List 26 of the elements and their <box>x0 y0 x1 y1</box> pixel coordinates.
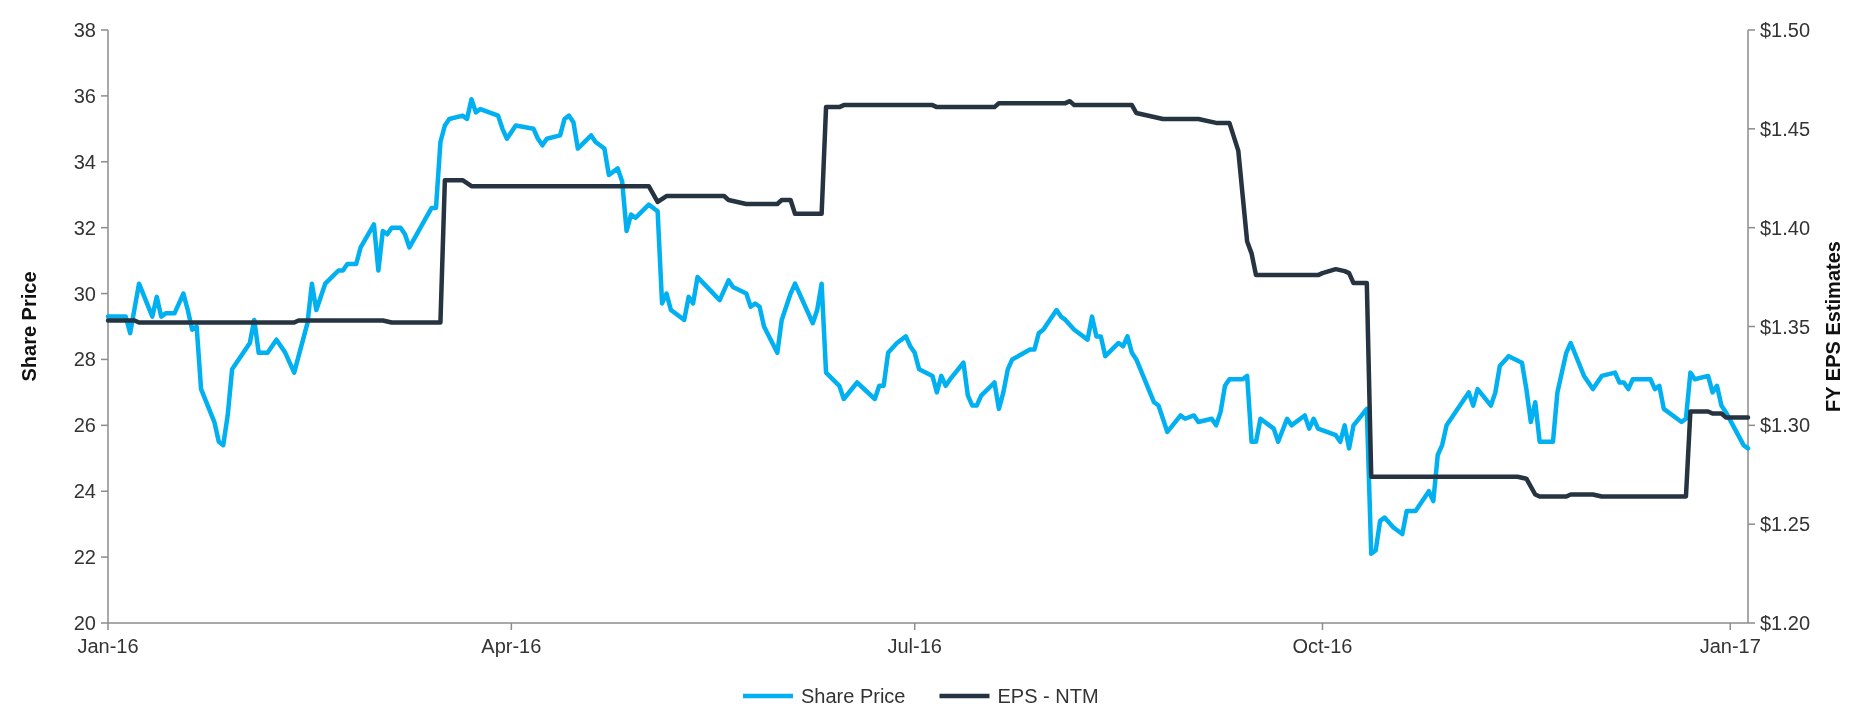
y2-axis-title: FY EPS Estimates <box>1822 241 1844 412</box>
y-tick-label: 32 <box>73 216 96 239</box>
x-tick-label: Apr-16 <box>481 635 542 657</box>
legend-label: EPS - NTM <box>997 685 1099 707</box>
y2-tick-label: $1.25 <box>1760 513 1811 536</box>
y-tick-label: 20 <box>73 612 96 634</box>
x-tick-label: Jan-17 <box>1699 635 1761 657</box>
y-tick-label: 26 <box>73 414 96 437</box>
y-tick-label: 22 <box>73 546 96 569</box>
y2-tick-label: $1.50 <box>1760 19 1811 41</box>
legend-label: Share Price <box>801 685 906 707</box>
y-tick-label: 24 <box>73 480 96 503</box>
x-tick-label: Jan-16 <box>77 635 139 657</box>
x-tick-label: Oct-16 <box>1292 635 1353 657</box>
y2-tick-label: $1.45 <box>1760 117 1811 140</box>
x-tick-label: Jul-16 <box>887 635 942 657</box>
y2-tick-label: $1.35 <box>1760 315 1811 338</box>
y-tick-label: 38 <box>73 19 96 41</box>
y2-tick-label: $1.40 <box>1760 216 1811 239</box>
y-tick-label: 36 <box>73 84 96 107</box>
y-tick-label: 34 <box>73 150 96 173</box>
y2-tick-label: $1.30 <box>1760 414 1811 437</box>
y2-tick-label: $1.20 <box>1760 612 1811 634</box>
y-tick-label: 28 <box>73 348 96 371</box>
y-tick-label: 30 <box>73 282 96 305</box>
y-axis-title: Share Price <box>18 271 40 382</box>
